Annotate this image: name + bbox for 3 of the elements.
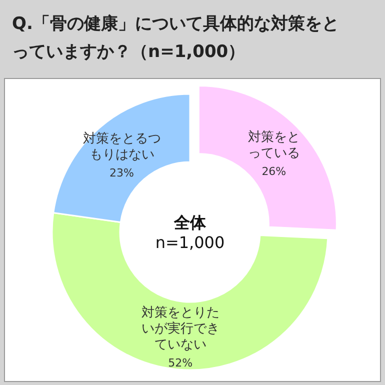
- text: 全体: [173, 213, 207, 232]
- text: n=1,000: [155, 233, 225, 252]
- chart-title: Q.「骨の健康」について具体的な対策をとっていますか？（n=1,000）: [12, 13, 340, 64]
